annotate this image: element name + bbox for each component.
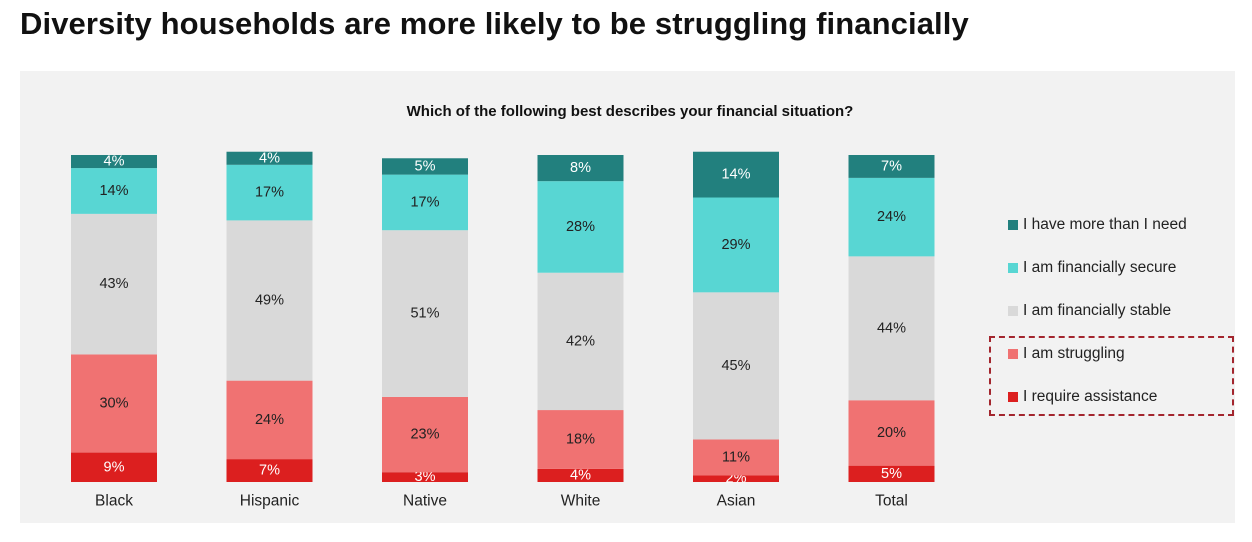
data-label-asian-i-am-financially-stable: 45% [721,358,750,374]
x-tick-label-asian: Asian [717,493,756,510]
data-label-black-i-am-financially-stable: 43% [99,276,128,292]
data-label-hispanic-i-am-financially-secure: 17% [255,185,284,201]
bar-segment-asian-i-have-more-than-i-need [693,151,779,198]
bar-segment-hispanic-i-am-financially-stable [226,220,313,381]
x-tick-label-hispanic: Hispanic [240,493,300,510]
data-label-total-i-require-assistance: 5% [881,466,902,482]
bar-segment-native-i-am-financially-stable [382,230,468,397]
bar-segment-white-i-am-struggling [537,410,624,469]
bar-segment-native-i-have-more-than-i-need [382,158,468,175]
stacked-bar-chart: 9% 30% 43% 14% 4% Black 7% 24% 49% 17% 4% Hispanic 3… [71,150,935,510]
bar-segment-hispanic-i-am-financially-secure [226,164,313,221]
highlight-box [989,336,1234,416]
data-label-white-i-am-struggling: 18% [566,431,595,447]
bar-segment-black-i-am-financially-stable [71,213,157,355]
bar-segment-total-i-am-struggling [848,400,935,466]
chart-subtitle: Which of the following best describes yo… [406,103,854,120]
data-label-total-i-am-struggling: 20% [877,425,906,441]
bar-segment-hispanic-i-am-struggling [226,380,313,460]
bar-segment-native-i-am-financially-secure [382,174,468,231]
data-label-black-i-require-assistance: 9% [104,459,125,475]
bar-segment-black-i-have-more-than-i-need [71,155,157,169]
bar-segment-hispanic-i-require-assistance [226,459,313,482]
x-tick-label-total: Total [875,493,908,510]
legend-label-i-am-financially-secure: I am financially secure [1023,259,1177,276]
bar-segment-total-i-am-financially-secure [848,177,935,257]
data-label-white-i-am-financially-stable: 42% [566,333,595,349]
data-label-asian-i-have-more-than-i-need: 14% [721,167,750,183]
data-label-total-i-am-financially-secure: 24% [877,209,906,225]
legend-item-i-am-financially-secure: I am financially secure [1008,258,1176,278]
bar-segment-asian-i-am-struggling [693,439,779,476]
data-label-black-i-am-struggling: 30% [99,396,128,412]
data-label-black-i-am-financially-secure: 14% [99,183,128,199]
legend-swatch-i-require-assistance [1008,392,1018,402]
legend-item-i-am-struggling: I am struggling [1008,344,1125,364]
data-label-native-i-require-assistance: 3% [415,469,436,485]
data-label-asian-i-am-financially-secure: 29% [721,237,750,253]
x-tick-label-native: Native [403,493,447,510]
data-label-native-i-am-financially-secure: 17% [410,194,439,210]
bar-segment-white-i-have-more-than-i-need [537,155,624,182]
data-label-white-i-have-more-than-i-need: 8% [570,160,591,176]
data-label-total-i-have-more-than-i-need: 7% [881,158,902,174]
legend-label-i-am-struggling: I am struggling [1023,345,1125,362]
data-label-total-i-am-financially-stable: 44% [877,320,906,336]
data-label-hispanic-i-am-financially-stable: 49% [255,293,284,309]
data-label-black-i-have-more-than-i-need: 4% [104,154,125,170]
x-tick-label-black: Black [95,493,133,510]
data-label-hispanic-i-am-struggling: 24% [255,412,284,428]
chart-panel: Which of the following best describes yo… [20,71,1235,523]
bar-segment-total-i-am-financially-stable [848,256,935,401]
legend-label-i-require-assistance: I require assistance [1023,388,1158,405]
bar-segment-total-i-have-more-than-i-need [848,155,935,178]
bar-segment-native-i-am-struggling [382,396,468,473]
legend-item-i-require-assistance: I require assistance [1008,387,1157,407]
bar-segment-white-i-am-financially-stable [537,272,624,411]
bar-segment-total-i-require-assistance [848,465,935,482]
data-label-white-i-require-assistance: 4% [570,467,591,483]
bar-segment-white-i-require-assistance [537,468,624,482]
data-label-asian-i-am-struggling: 11% [722,449,750,465]
bar-segment-white-i-am-financially-secure [537,181,624,273]
data-label-native-i-have-more-than-i-need: 5% [415,158,436,174]
bar-segment-black-i-am-struggling [71,354,157,453]
bar-segment-native-i-require-assistance [382,472,468,482]
data-label-native-i-am-financially-stable: 51% [410,306,439,322]
legend-swatch-i-am-financially-secure [1008,263,1018,273]
legend-swatch-i-am-financially-stable [1008,306,1018,316]
data-label-hispanic-i-have-more-than-i-need: 4% [259,150,280,166]
bar-segment-black-i-am-financially-secure [71,168,157,214]
legend-label-i-am-financially-stable: I am financially stable [1023,302,1172,319]
x-tick-label-white: White [561,493,601,510]
bar-segment-hispanic-i-have-more-than-i-need [226,151,313,165]
data-label-hispanic-i-require-assistance: 7% [259,463,280,479]
legend-item-i-am-financially-stable: I am financially stable [1008,301,1171,321]
data-label-white-i-am-financially-secure: 28% [566,219,595,235]
legend-swatch-i-have-more-than-i-need [1008,220,1018,230]
legend-item-i-have-more-than-i-need: I have more than I need [1008,215,1187,235]
bar-segment-asian-i-require-assistance [693,475,779,482]
legend-label-i-have-more-than-i-need: I have more than I need [1023,216,1187,233]
legend-swatch-i-am-struggling [1008,349,1018,359]
page-title: Diversity households are more likely to … [20,6,969,41]
bar-segment-black-i-require-assistance [71,452,157,482]
bar-segment-asian-i-am-financially-secure [693,197,779,293]
bar-segment-asian-i-am-financially-stable [693,292,779,440]
data-label-native-i-am-struggling: 23% [410,427,439,443]
